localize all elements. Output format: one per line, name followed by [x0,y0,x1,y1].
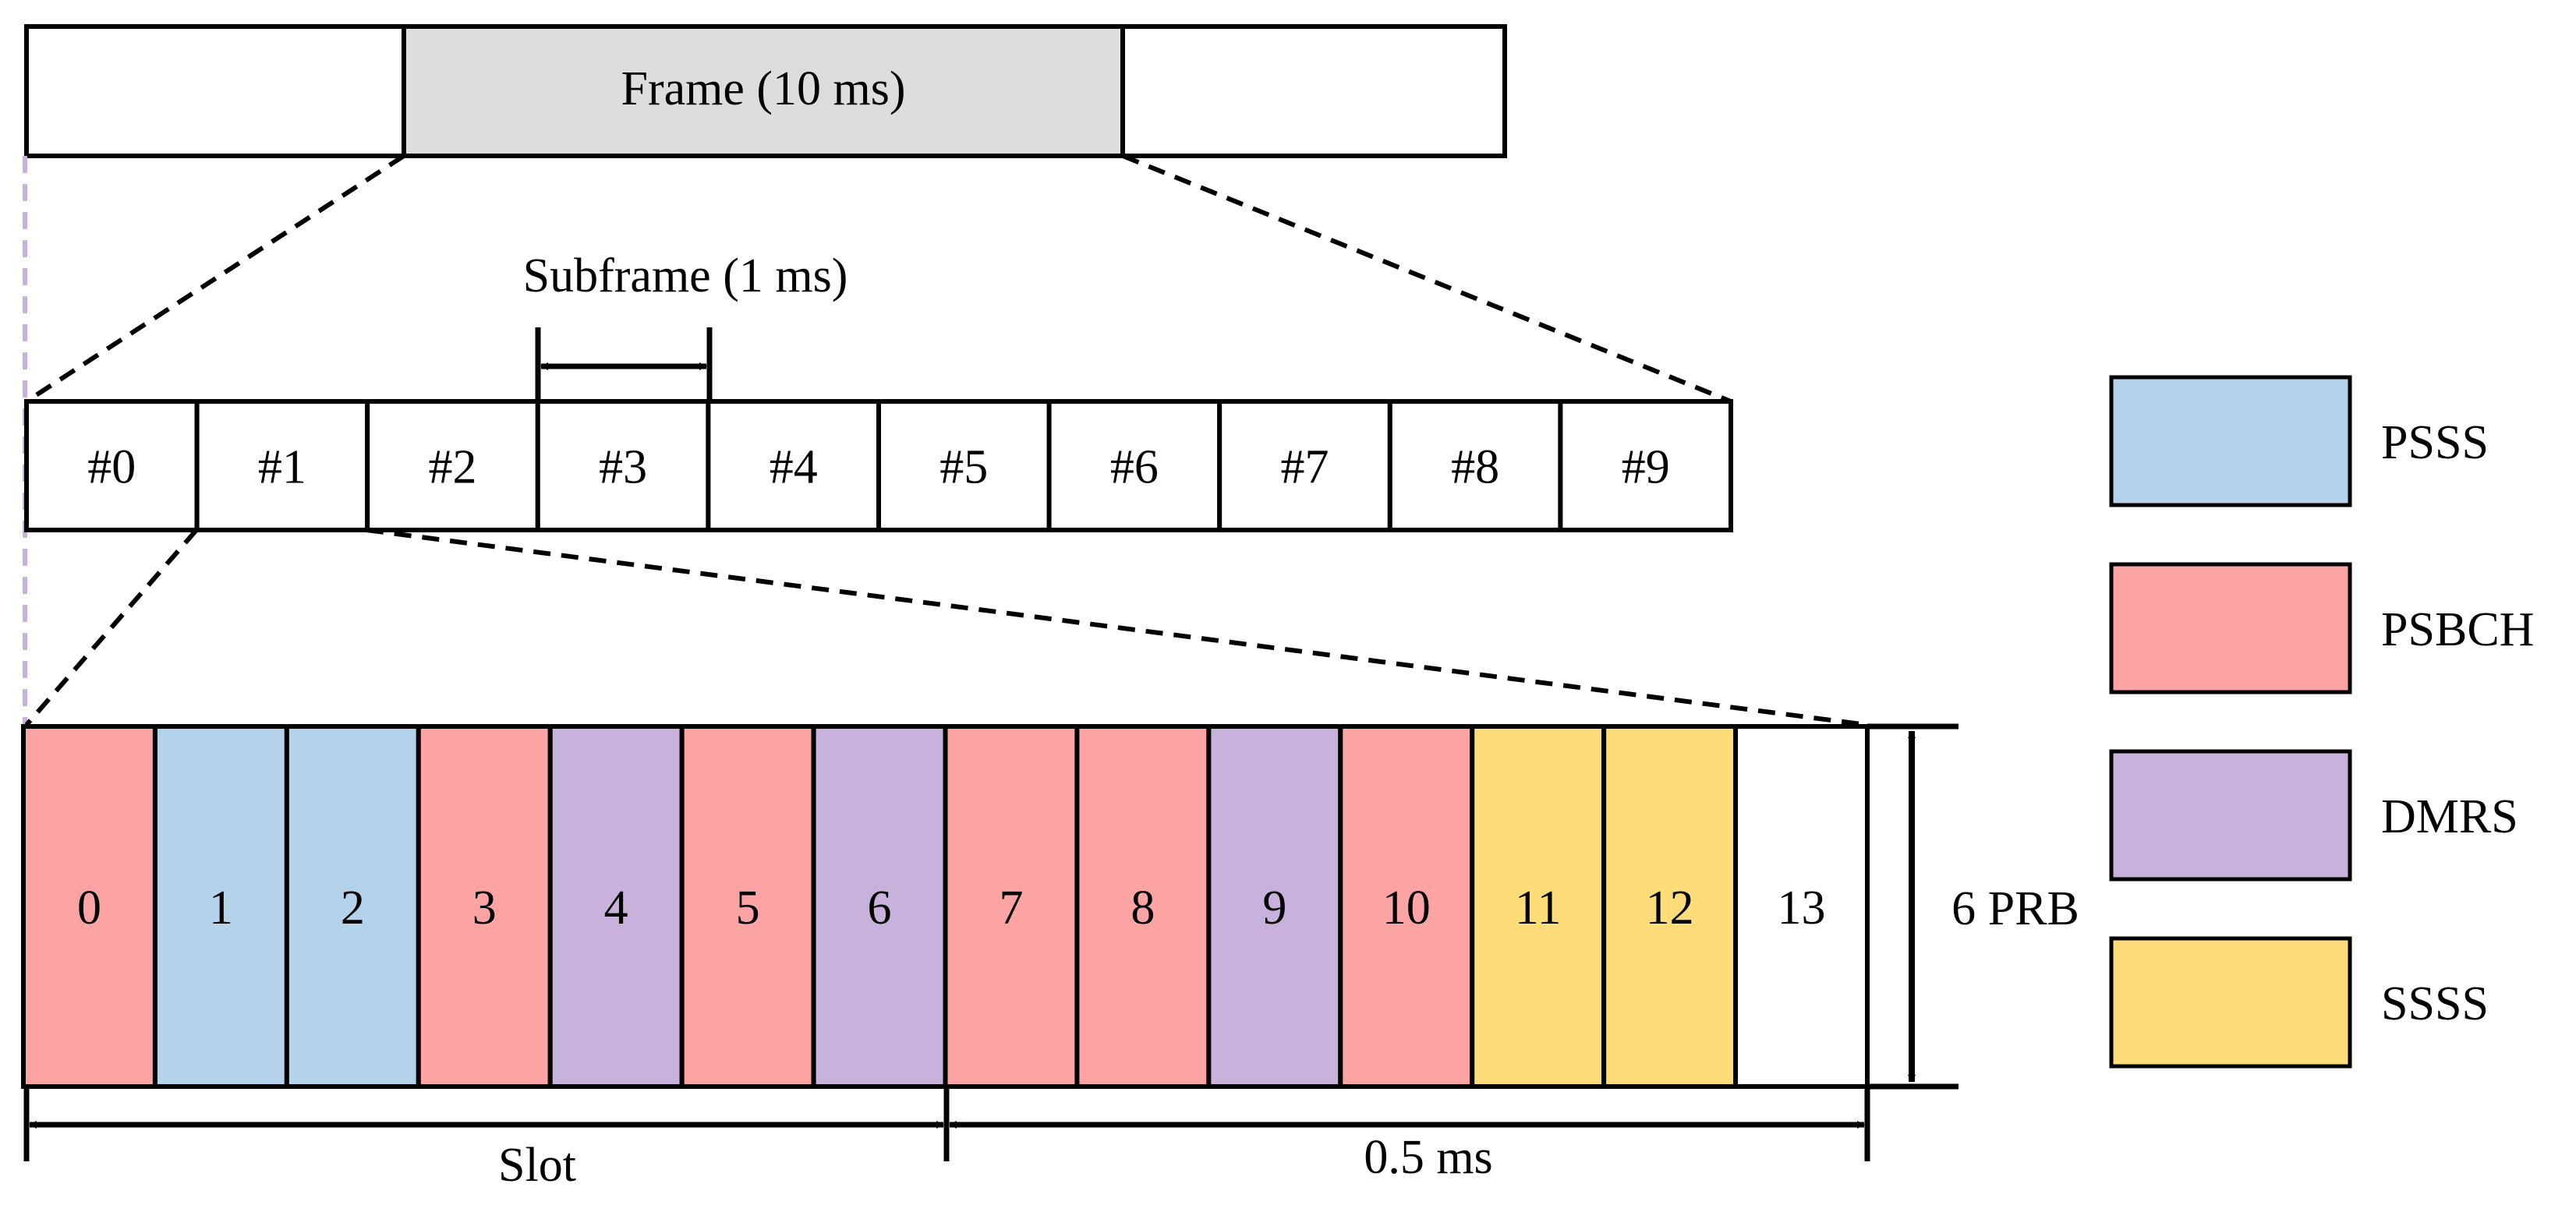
symbol-cell-label: 11 [1515,882,1562,935]
subframe-zoom-lines [24,528,1868,727]
symbol-cell [416,724,553,1089]
legend-swatch [2109,375,2352,507]
symbol-cell [1470,724,1607,1089]
symbol-cell [1733,724,1870,1089]
half-ms-label: 0.5 ms [1364,1131,1492,1184]
symbol-cell-label: 5 [736,882,760,935]
symbol-cell [1206,724,1343,1089]
symbol-cell [943,724,1080,1089]
legend-label: PSSS [2381,416,2489,469]
subframe-cell-label: #6 [1110,441,1159,494]
symbol-cell-label: 7 [999,882,1023,935]
prb-height-label: 6 PRB [1951,882,2079,935]
frame-right-block [1120,24,1507,158]
frame-label: Frame (10 ms) [621,62,905,115]
frame-zoom-lines [25,154,1732,404]
subframe-cell-label: #7 [1281,441,1329,494]
slot-label: Slot [498,1139,576,1192]
frame-zoom-line-right [1121,154,1732,404]
subframe-cell [194,399,370,532]
frame-zoom-line-left [25,154,405,404]
subframe-label: Subframe (1 ms) [523,249,848,302]
symbol-cell-label: 0 [77,882,101,935]
symbol-cell [1601,724,1739,1089]
symbol-cell [1074,724,1212,1089]
subframe-cell-label: #5 [939,441,988,494]
symbol-cell-label: 3 [472,882,497,935]
subframe-zoom-line-left [24,528,199,726]
symbol-cell-label: 13 [1778,882,1826,935]
slot-indicators: Slot 0.5 ms [23,1088,1870,1192]
symbol-cell-label: 6 [868,882,892,935]
symbol-cell [152,724,289,1089]
symbol-cell-label: 4 [604,882,628,935]
symbol-row: 0 1 2 3 4 5 6 7 8 9 10 11 12 13 [21,724,1870,1089]
subframe-row: #0 #1 #2 #3 #4 #5 #6 #7 #8 #9 [24,399,1734,532]
symbol-cell-label: 9 [1262,882,1286,935]
subframe-cell [876,399,1052,532]
symbol-cell-label: 2 [341,882,365,935]
legend-swatch [2109,562,2352,694]
legend-label: PSBCH [2381,603,2534,656]
subframe-indicator: Subframe (1 ms) [523,249,848,401]
symbol-cell-label: 12 [1646,882,1694,935]
legend-label: SSSS [2381,977,2489,1030]
symbol-cell [811,724,948,1089]
subframe-cell [1217,399,1392,532]
subframe-cell [1387,399,1563,532]
subframe-cell-label: #9 [1622,441,1670,494]
legend: PSSS PSBCH DMRS SSSS [2109,375,2534,1069]
frame-block [402,24,1125,158]
subframe-cell [24,399,200,532]
subframe-cell [1046,399,1223,532]
legend-label: DMRS [2381,790,2518,843]
symbol-cell [679,724,816,1089]
symbol-cell-label: 10 [1382,882,1431,935]
symbol-cell-label: 1 [209,882,233,935]
subframe-cell-label: #8 [1451,441,1499,494]
symbol-cell [284,724,421,1089]
legend-swatch [2109,749,2352,882]
frame-left-block [24,24,406,158]
symbol-cell [21,724,157,1089]
frame-row: Frame (10 ms) [24,24,1507,158]
subframe-zoom-line-right [366,528,1868,727]
subframe-cell-label: #0 [87,441,136,494]
symbol-cell [547,724,685,1089]
subframe-cell-label: #2 [429,441,477,494]
legend-swatch [2109,936,2352,1069]
subframe-cell-label: #3 [599,441,647,494]
subframe-cell-label: #4 [770,441,818,494]
subframe-cell [1558,399,1734,532]
subframe-cell-label: #1 [258,441,306,494]
symbol-cell-label: 8 [1131,882,1155,935]
